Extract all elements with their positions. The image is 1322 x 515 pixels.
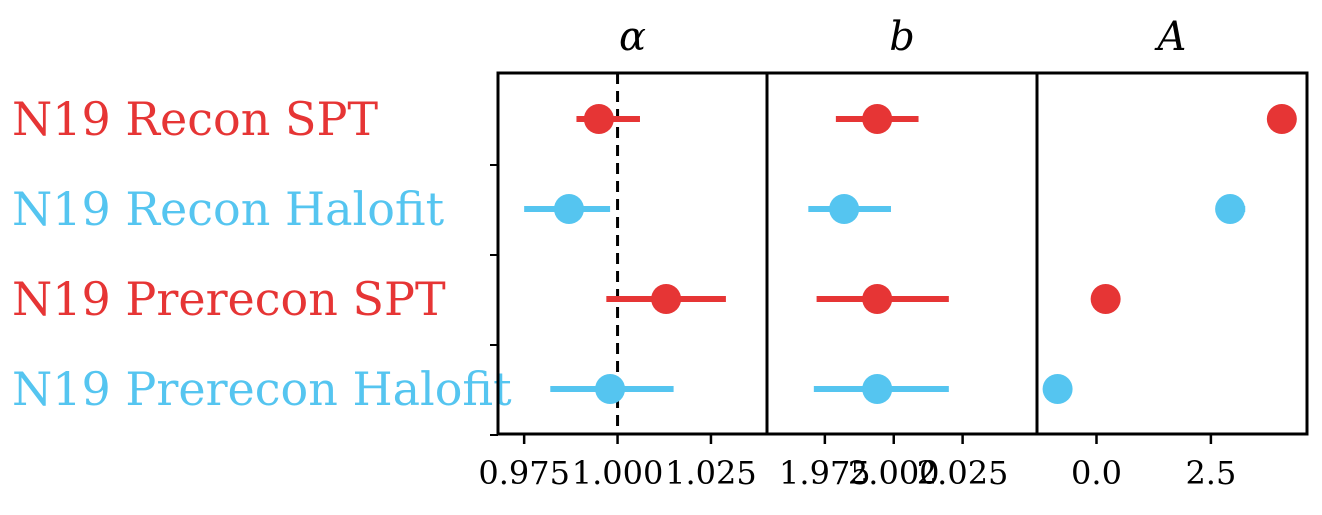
x-tick-label: 1.975 <box>779 454 871 492</box>
panel-title: α <box>619 14 646 60</box>
data-point <box>862 284 893 314</box>
data-point <box>1266 104 1297 134</box>
x-tick-label: 0.0 <box>1071 454 1122 492</box>
row-label: N19 Prerecon SPT <box>12 272 446 326</box>
panel-title: b <box>889 14 915 60</box>
panel-frame <box>1035 71 1309 436</box>
panel-frame <box>496 71 769 436</box>
data-point <box>553 194 584 224</box>
data-point <box>1042 374 1073 404</box>
x-tick-label: 1.025 <box>665 454 757 492</box>
row-label: N19 Recon SPT <box>12 92 378 146</box>
row-labels: N19 Recon SPT N19 Recon Halofit N19 Prerec… <box>12 92 512 416</box>
data-point <box>829 194 860 224</box>
panel: A 0.0 2.5 <box>1035 14 1309 492</box>
panel: α 0.975 1.000 1.025 <box>478 14 769 492</box>
data-point <box>862 104 893 134</box>
x-tick-label: 2.025 <box>917 454 1009 492</box>
data-point <box>1090 284 1121 314</box>
row-label: N19 Recon Halofit <box>12 182 445 236</box>
x-tick-label: 2.5 <box>1185 454 1236 492</box>
data-point <box>651 284 682 314</box>
row-label: N19 Prerecon Halofit <box>12 362 512 416</box>
data-point <box>1215 194 1246 224</box>
data-point <box>583 104 614 134</box>
x-tick-label: 0.975 <box>478 454 570 492</box>
panel-title: A <box>1154 14 1187 60</box>
x-tick-label: 2.000 <box>848 454 940 492</box>
data-point <box>862 374 893 404</box>
x-tick-label: 1.000 <box>572 454 664 492</box>
data-point <box>595 374 626 404</box>
panel-frame <box>765 71 1039 436</box>
